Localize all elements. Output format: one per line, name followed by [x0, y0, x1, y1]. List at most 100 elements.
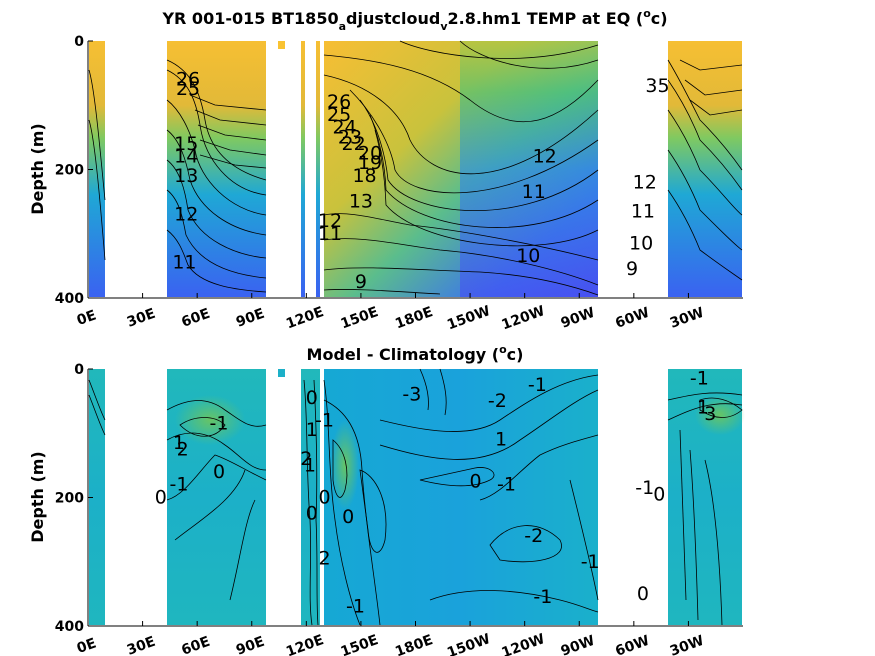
top-ocean-island — [278, 41, 285, 49]
x-tick-label: 30E — [125, 306, 158, 331]
x-tick-label: 90E — [234, 634, 267, 656]
contour-label: -2 — [524, 525, 543, 547]
contour-label: -1 — [210, 413, 229, 435]
bottom-ocean-pacific — [324, 369, 598, 625]
bottom-warm-anomaly-3 — [695, 395, 745, 435]
contour-label: 19 — [358, 152, 382, 174]
contour-label: 11 — [522, 181, 546, 203]
bottom-title: Model - Climatology (oc) — [307, 343, 524, 364]
contour-label: 25 — [176, 78, 200, 100]
contour-label: 12 — [533, 146, 557, 168]
contour-label: 0 — [469, 470, 481, 492]
x-tick-label: 120E — [284, 304, 326, 332]
x-tick-label: 30E — [125, 634, 158, 656]
top-y-ticks: 0 200 400 — [55, 34, 93, 307]
x-tick-label: 180E — [393, 304, 435, 332]
contour-label: 12 — [633, 171, 657, 193]
contour-label: 9 — [355, 271, 367, 293]
bottom-contours — [88, 368, 743, 626]
contour-label: 3 — [704, 403, 716, 425]
contour-label: 12 — [318, 210, 342, 232]
top-ocean-island2 — [301, 41, 305, 297]
top-ocean-strip — [316, 41, 320, 297]
top-ylabel: Depth (m) — [28, 123, 47, 215]
contour-label: -1 — [315, 409, 334, 431]
contour-label: -1 — [690, 368, 709, 390]
contour-label: 23 — [338, 126, 362, 148]
top-contours — [88, 40, 743, 296]
contour-label: -3 — [402, 384, 421, 406]
y-tick-label: 400 — [55, 291, 84, 307]
top-contour-labels: 2625131415121126252423222019181211139101… — [172, 69, 669, 293]
x-tick-label: 120W — [500, 303, 547, 333]
contour-label: 11 — [172, 252, 196, 274]
contour-label: 11 — [631, 200, 655, 222]
contour-label: 26 — [176, 69, 200, 91]
contour-label: 14 — [174, 146, 198, 168]
bottom-ocean-island — [278, 369, 285, 377]
contour-label: 35 — [645, 75, 669, 97]
x-tick-label: 0E — [75, 635, 99, 656]
contour-label: 10 — [629, 232, 653, 254]
contour-label: 10 — [516, 245, 540, 267]
y-tick-label: 200 — [55, 491, 84, 507]
contour-label: 2 — [300, 448, 312, 470]
x-tick-label: 60E — [179, 634, 212, 656]
contour-label: -1 — [533, 586, 552, 608]
x-tick-label: 120E — [284, 632, 326, 656]
contour-label: 1 — [697, 397, 709, 419]
y-tick-label: 0 — [74, 362, 84, 378]
x-tick-label: 180E — [393, 632, 435, 656]
contour-label: 15 — [174, 133, 198, 155]
contour-label: 22 — [342, 133, 366, 155]
contour-label: 1 — [304, 454, 316, 476]
contour-label: 11 — [318, 223, 342, 245]
bottom-panel: Model - Climatology (oc) — [28, 343, 745, 656]
top-x-ticks: 0E 30E 60E 90E 120E 150E 180E 150W 120W 90W 60W 30W — [75, 293, 706, 333]
contour-label: 24 — [332, 117, 356, 139]
y-tick-label: 400 — [55, 619, 84, 635]
bottom-warm-anomaly-2 — [331, 420, 359, 510]
contour-label: 26 — [327, 91, 351, 113]
x-tick-label: 30W — [668, 633, 706, 656]
top-title: YR 001-015 BT1850adjustcloudv2.8.hm1 TEM… — [161, 7, 667, 33]
bottom-ylabel: Depth (m) — [28, 451, 47, 543]
contour-label: 0 — [155, 487, 167, 509]
x-tick-label: 30W — [668, 305, 706, 332]
contour-label: 1 — [495, 429, 507, 451]
contour-label: 1 — [306, 419, 318, 441]
y-tick-label: 0 — [74, 34, 84, 50]
x-tick-label: 0E — [75, 307, 99, 329]
contour-label: 0 — [306, 503, 318, 525]
contour-label: 12 — [174, 203, 198, 225]
x-tick-label: 90W — [559, 633, 597, 656]
contour-label: -1 — [581, 551, 600, 573]
x-tick-label: 150E — [339, 304, 381, 332]
y-tick-label: 200 — [55, 163, 84, 179]
contour-label: 0 — [306, 387, 318, 409]
bottom-y-ticks: 0 200 400 — [55, 362, 93, 635]
contour-label: 13 — [349, 191, 373, 213]
contour-label: -1 — [497, 474, 516, 496]
top-panel: YR 001-015 BT1850adjustcloudv2.8.hm1 TEM… — [28, 7, 743, 333]
contour-label: 0 — [213, 461, 225, 483]
contour-label: 0 — [342, 506, 354, 528]
x-tick-label: 120W — [500, 631, 547, 656]
x-tick-label: 150W — [445, 303, 492, 333]
contour-label: -2 — [488, 390, 507, 412]
contour-label: -1 — [346, 596, 365, 618]
contour-label: 2 — [318, 548, 330, 570]
contour-label: -1 — [528, 374, 547, 396]
bottom-ocean-atlantic-east — [89, 369, 105, 625]
x-tick-label: 90E — [234, 306, 267, 331]
contour-label: 20 — [358, 142, 382, 164]
contour-label: 25 — [327, 104, 351, 126]
x-tick-label: 150W — [445, 631, 492, 656]
x-tick-label: 60W — [613, 633, 651, 656]
contour-label: 2 — [177, 438, 189, 460]
contour-label: -1 — [635, 477, 654, 499]
contour-label: 1 — [173, 432, 185, 454]
contour-label: -1 — [169, 474, 188, 496]
x-tick-label: 60E — [179, 306, 212, 331]
